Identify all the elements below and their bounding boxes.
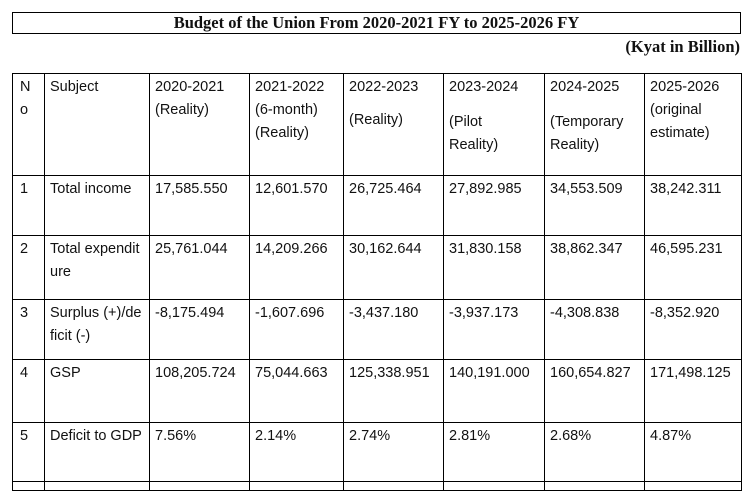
header-year-cell: 2022-2023 (Reality) xyxy=(343,73,444,176)
header-year-note: Reality) xyxy=(550,137,600,153)
value-cell: 4.87% xyxy=(644,422,742,482)
header-year-note: (Reality) xyxy=(349,112,403,128)
value-cell: 34,553.509 xyxy=(544,175,645,236)
unit-note: (Kyat in Billion) xyxy=(625,37,740,56)
table-row: 1 Total income 17,585.550 12,601.570 26,… xyxy=(12,175,742,236)
header-year-cell: 2023-2024 (Pilot Reality) xyxy=(443,73,545,176)
empty-cell xyxy=(12,481,45,491)
value-cell: 2.14% xyxy=(249,422,344,482)
value-cell: 2.68% xyxy=(544,422,645,482)
header-subject-cell: Subject xyxy=(44,73,150,176)
value-cell: -1,607.696 xyxy=(249,299,344,360)
header-year-label: 2023-2024 xyxy=(449,79,519,95)
empty-cell xyxy=(644,481,742,491)
row-number-cell: 3 xyxy=(12,299,45,360)
header-no-line: N xyxy=(20,79,31,95)
row-number-cell: 4 xyxy=(12,359,45,423)
header-no-line: o xyxy=(20,102,29,118)
header-year-note: (Reality) xyxy=(155,102,209,118)
table-row: 4 GSP 108,205.724 75,044.663 125,338.951… xyxy=(12,359,742,423)
value-cell: 25,761.044 xyxy=(149,235,250,300)
header-year-note: (Pilot xyxy=(449,114,483,130)
table-row-empty xyxy=(12,481,742,491)
value-cell: 31,830.158 xyxy=(443,235,545,300)
row-number-cell: 2 xyxy=(12,235,45,300)
value-cell: -8,352.920 xyxy=(644,299,742,360)
header-year-cell: 2024-2025 (Temporary Reality) xyxy=(544,73,645,176)
header-year-label: 2022-2023 xyxy=(349,79,419,95)
value-cell: 2.81% xyxy=(443,422,545,482)
header-year-label: 2025-2026 xyxy=(650,79,720,95)
empty-cell xyxy=(249,481,344,491)
value-cell: 12,601.570 xyxy=(249,175,344,236)
value-cell: 75,044.663 xyxy=(249,359,344,423)
value-cell: 38,862.347 xyxy=(544,235,645,300)
value-cell: 38,242.311 xyxy=(644,175,742,236)
value-cell: 160,654.827 xyxy=(544,359,645,423)
row-subject-cell: Surplus (+)/deficit (-) xyxy=(44,299,150,360)
empty-cell xyxy=(544,481,645,491)
value-cell: 140,191.000 xyxy=(443,359,545,423)
header-year-cell: 2020-2021 (Reality) xyxy=(149,73,250,176)
empty-cell xyxy=(149,481,250,491)
row-subject-cell: Total expenditure xyxy=(44,235,150,300)
header-year-note: (6-month) xyxy=(255,102,318,118)
empty-cell xyxy=(443,481,545,491)
value-cell: 27,892.985 xyxy=(443,175,545,236)
value-cell: 30,162.644 xyxy=(343,235,444,300)
row-number-cell: 5 xyxy=(12,422,45,482)
value-cell: 2.74% xyxy=(343,422,444,482)
value-cell: 46,595.231 xyxy=(644,235,742,300)
value-cell: 14,209.266 xyxy=(249,235,344,300)
table-row: 3 Surplus (+)/deficit (-) -8,175.494 -1,… xyxy=(12,299,742,360)
empty-cell xyxy=(343,481,444,491)
header-year-note: (original xyxy=(650,102,702,118)
row-subject-cell: GSP xyxy=(44,359,150,423)
header-year-note: (Reality) xyxy=(255,125,309,141)
value-cell: -4,308.838 xyxy=(544,299,645,360)
header-year-note: Reality) xyxy=(449,137,499,153)
row-subject-cell: Total income xyxy=(44,175,150,236)
budget-table: N o Subject 2020-2021 (Reality) 2021-202… xyxy=(12,73,742,491)
value-cell: 26,725.464 xyxy=(343,175,444,236)
table-header-row: N o Subject 2020-2021 (Reality) 2021-202… xyxy=(12,73,742,176)
header-year-cell: 2021-2022 (6-month) (Reality) xyxy=(249,73,344,176)
table-row: 2 Total expenditure 25,761.044 14,209.26… xyxy=(12,235,742,300)
header-year-label: 2020-2021 xyxy=(155,79,225,95)
header-subject-label: Subject xyxy=(50,79,99,95)
row-subject-cell: Deficit to GDP xyxy=(44,422,150,482)
value-cell: 7.56% xyxy=(149,422,250,482)
empty-cell xyxy=(44,481,150,491)
document-title: Budget of the Union From 2020-2021 FY to… xyxy=(12,12,741,34)
value-cell: 108,205.724 xyxy=(149,359,250,423)
table-row: 5 Deficit to GDP 7.56% 2.14% 2.74% 2.81%… xyxy=(12,422,742,482)
value-cell: -3,437.180 xyxy=(343,299,444,360)
value-cell: -8,175.494 xyxy=(149,299,250,360)
value-cell: 17,585.550 xyxy=(149,175,250,236)
header-year-note: estimate) xyxy=(650,125,710,141)
value-cell: 171,498.125 xyxy=(644,359,742,423)
value-cell: 125,338.951 xyxy=(343,359,444,423)
row-number-cell: 1 xyxy=(12,175,45,236)
header-year-cell: 2025-2026 (original estimate) xyxy=(644,73,742,176)
header-year-label: 2021-2022 xyxy=(255,79,325,95)
header-year-label: 2024-2025 xyxy=(550,79,620,95)
header-year-note: (Temporary xyxy=(550,114,624,130)
value-cell: -3,937.173 xyxy=(443,299,545,360)
header-no-cell: N o xyxy=(12,73,45,176)
